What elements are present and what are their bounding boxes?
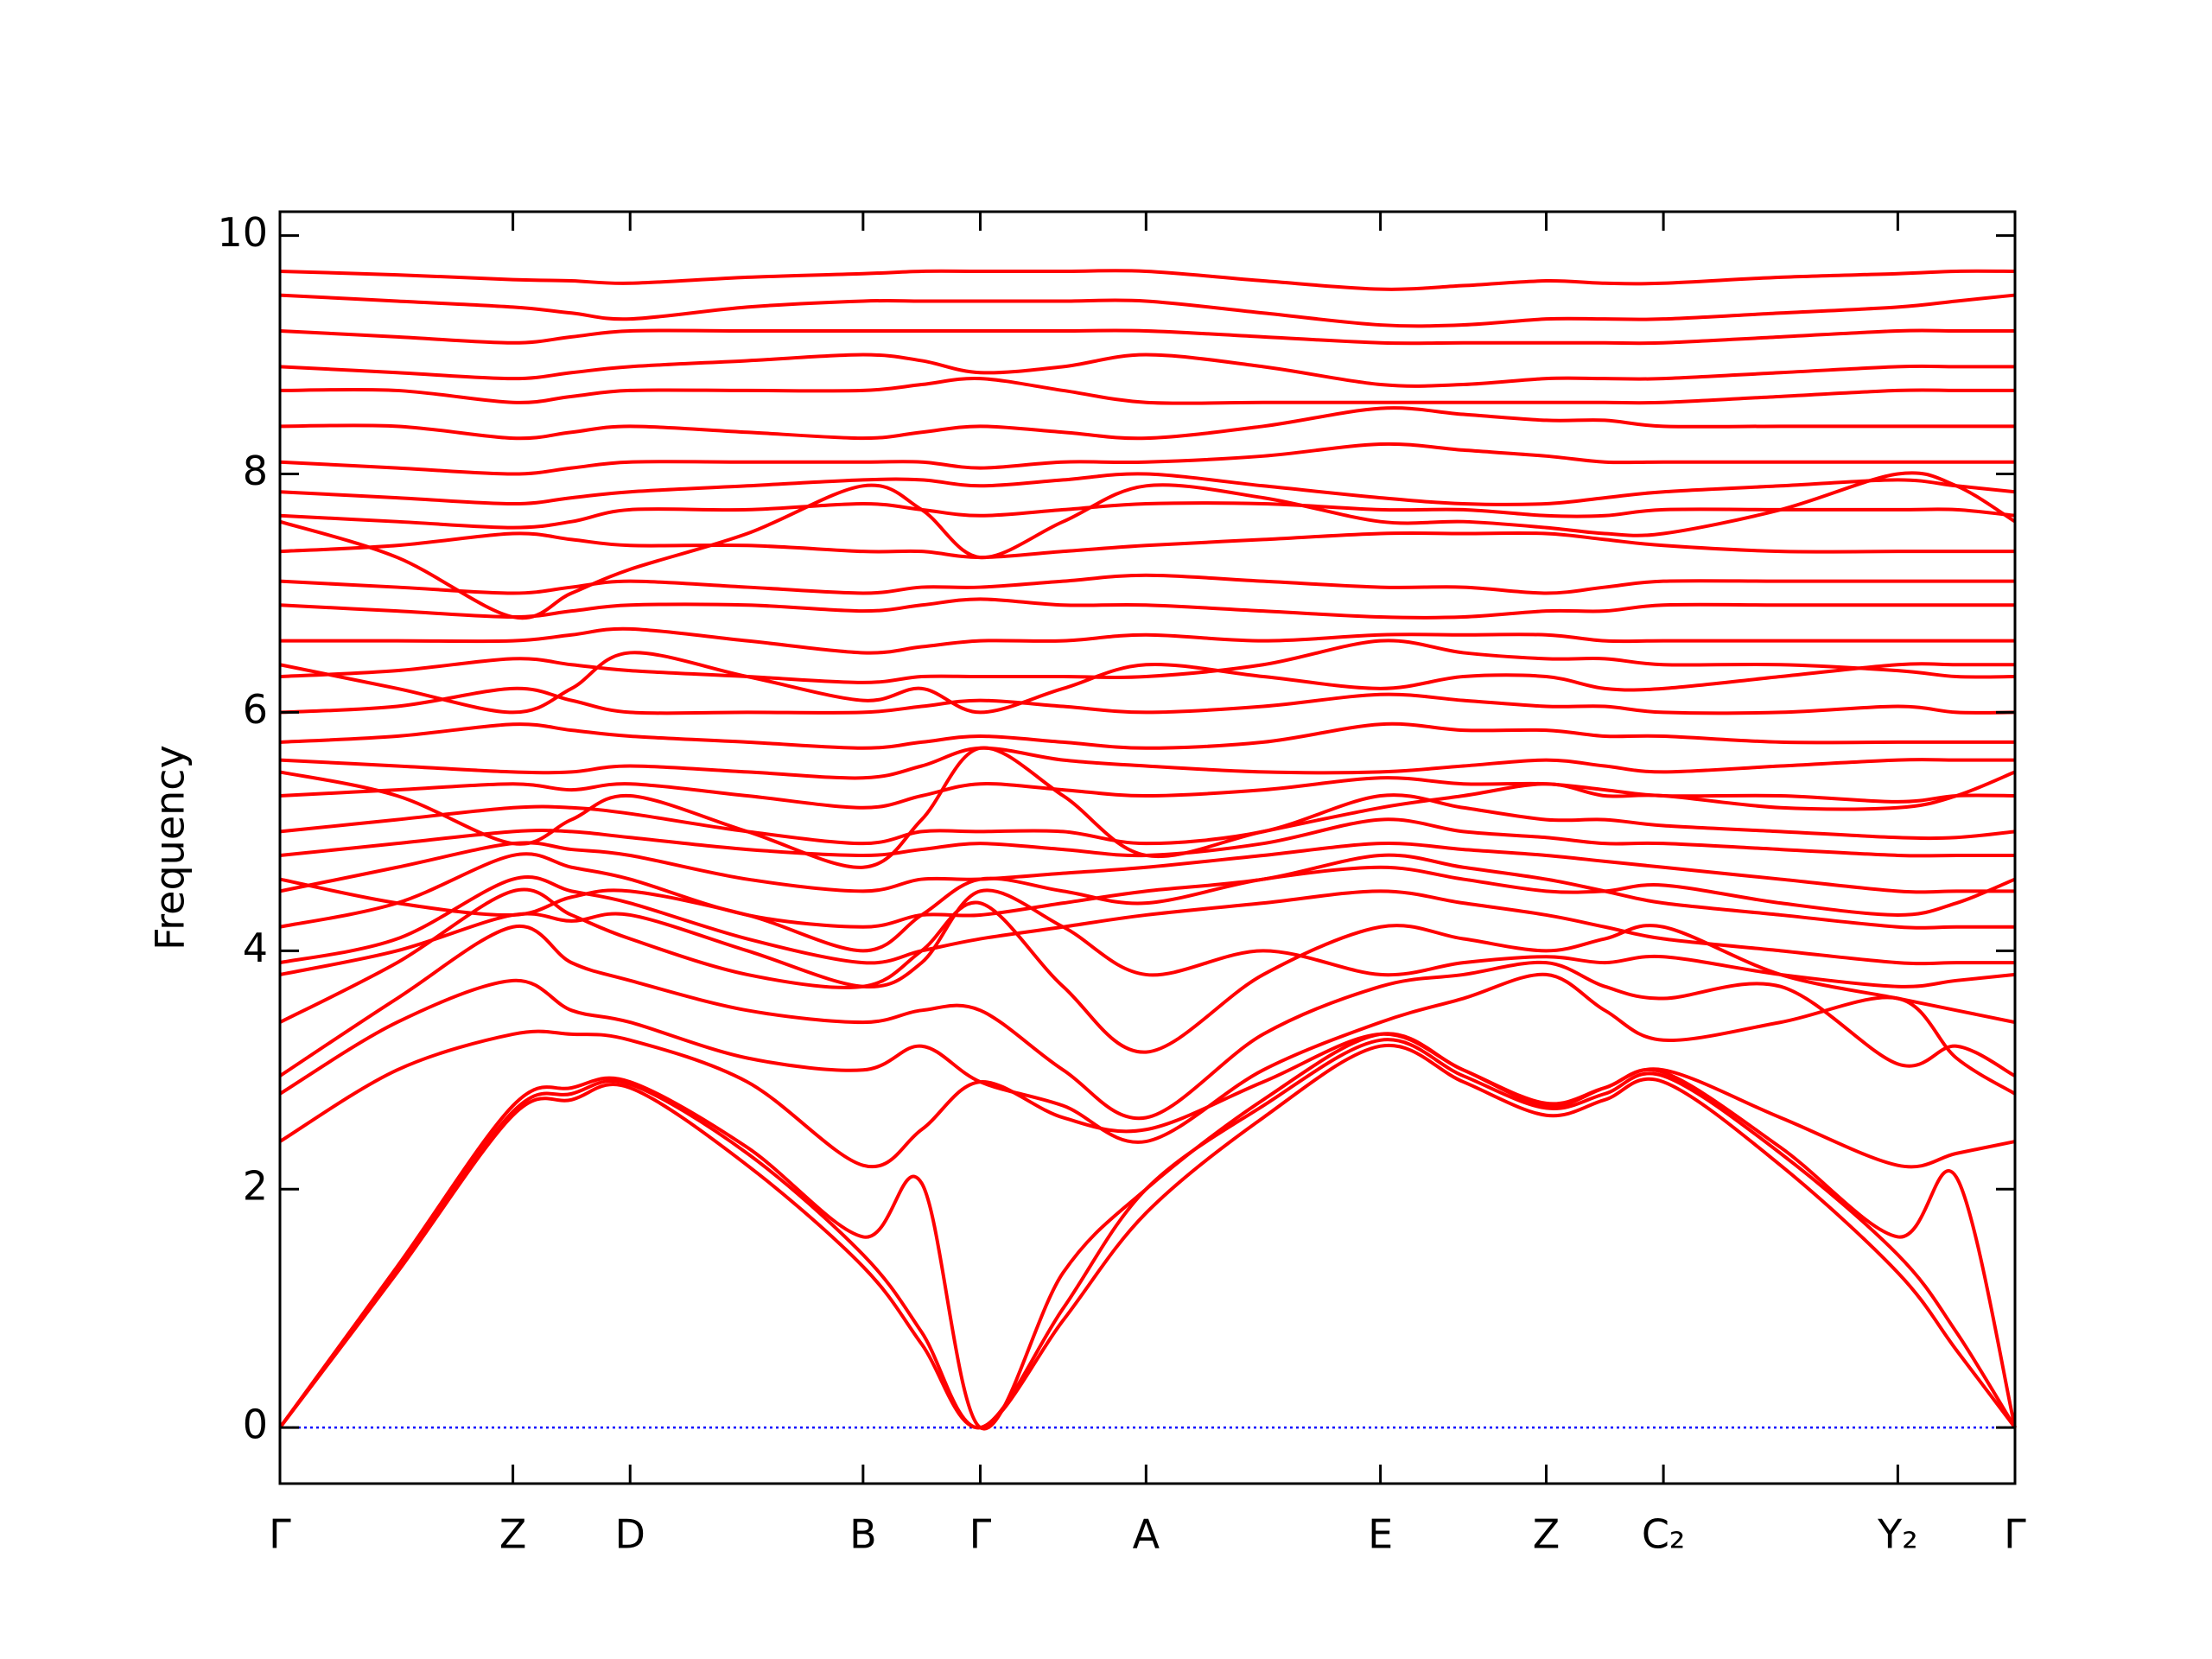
band-line [279, 328, 2015, 346]
x-tick-label: D [615, 1511, 645, 1558]
band-line [279, 721, 2015, 750]
band-line [279, 472, 2016, 506]
band-line [278, 972, 2017, 1144]
band-line [279, 376, 2015, 405]
x-tick-label: Γ [2004, 1511, 2026, 1558]
y-tick-label: 6 [243, 686, 268, 733]
band-line [279, 269, 2016, 291]
band-line [279, 746, 2015, 780]
plot-area [278, 269, 2017, 1431]
band-line [279, 793, 2016, 846]
band-line [279, 471, 2017, 620]
y-tick-label: 0 [243, 1402, 268, 1448]
x-tick-label: Γ [969, 1511, 992, 1558]
x-tick-label: B [849, 1511, 877, 1558]
band-line [278, 1029, 2016, 1169]
band-line [279, 353, 2015, 388]
band-line [279, 501, 2016, 530]
band-line [279, 887, 2016, 1054]
band-line [279, 531, 2015, 560]
x-tick-label: Z [1533, 1511, 1560, 1558]
band-line [279, 573, 2015, 595]
x-tick-label: Z [499, 1511, 527, 1558]
band-line [279, 639, 2016, 684]
band-line [279, 841, 2015, 894]
y-tick-label: 4 [243, 925, 268, 971]
band-line [279, 442, 2015, 476]
band-line [279, 776, 2016, 810]
band-line [278, 1032, 2017, 1431]
band-line [278, 1038, 2017, 1430]
axes-frame [278, 210, 2017, 1485]
band-line [278, 1043, 2017, 1430]
x-tick-label: A [1133, 1511, 1160, 1558]
band-line [279, 888, 2016, 988]
band-line [279, 406, 2015, 441]
x-tick-label: Y₂ [1877, 1511, 1918, 1558]
band-line [279, 597, 2015, 620]
band-line [279, 651, 2015, 715]
y-tick-label: 8 [243, 448, 268, 494]
y-axis-label: Frequency [147, 745, 194, 950]
band-line [279, 865, 2016, 953]
band-line [279, 293, 2016, 328]
band-line [280, 626, 2015, 655]
y-tick-label: 2 [243, 1163, 268, 1210]
x-tick-label: Γ [269, 1511, 291, 1558]
band-line [279, 875, 2015, 966]
y-tick-label: 10 [217, 209, 268, 256]
band-line [279, 746, 2016, 869]
x-tick-label: C₂ [1642, 1511, 1686, 1558]
x-tick-label: E [1368, 1511, 1393, 1558]
band-line [279, 686, 2016, 715]
band-line [278, 924, 2016, 1121]
band-line [279, 852, 2015, 930]
